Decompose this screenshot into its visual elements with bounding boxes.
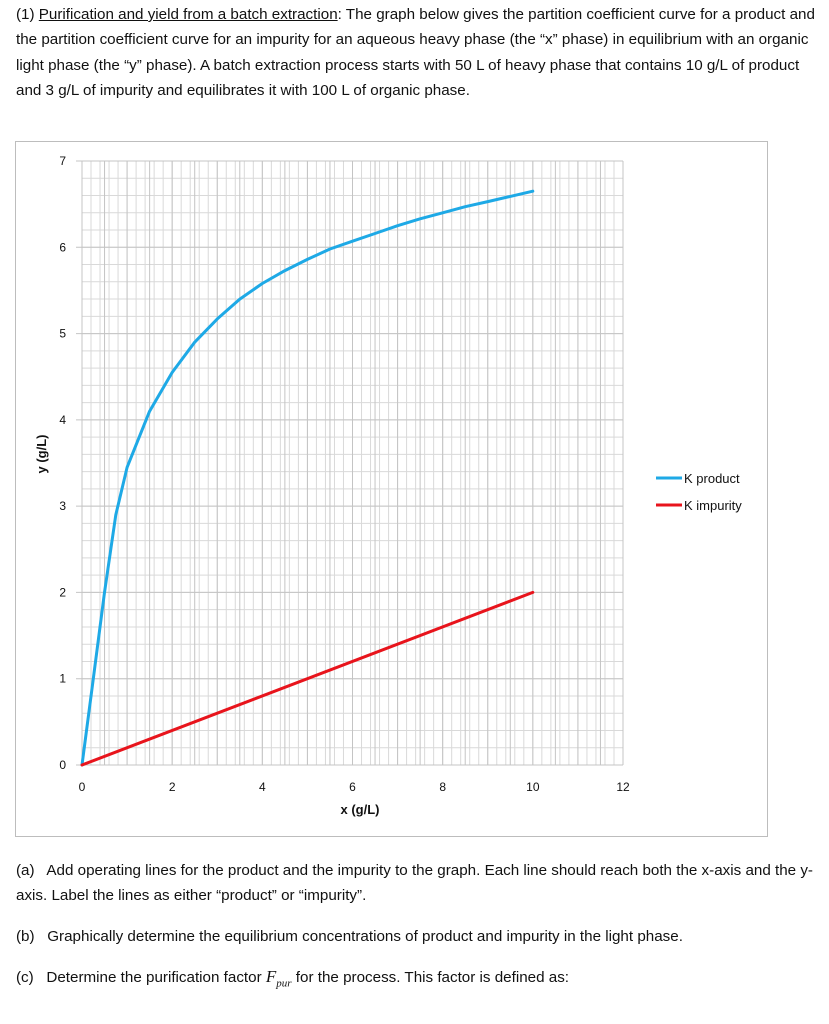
- question-b-label: (b): [16, 928, 35, 945]
- series-line-product: [80, 189, 535, 767]
- series-lines: [80, 189, 535, 767]
- y-tick-label: 6: [59, 240, 66, 254]
- symbol-subscript: pur: [276, 977, 292, 990]
- x-axis-label: x (g/L): [341, 802, 380, 817]
- question-b: (b) Graphically determine the equilibriu…: [16, 924, 816, 949]
- question-b-text: Graphically determine the equilibrium co…: [47, 928, 683, 945]
- question-a-label: (a): [16, 862, 35, 879]
- grid-major: [76, 160, 624, 766]
- legend-label: K impurity: [684, 498, 742, 513]
- problem-statement: (1) Purification and yield from a batch …: [16, 2, 816, 103]
- question-c-label: (c): [16, 969, 34, 986]
- y-axis-label: y (g/L): [34, 435, 49, 474]
- x-tick-labels: 0 2 4 6 8 10 12: [79, 780, 630, 794]
- x-tick-label: 8: [439, 780, 446, 794]
- legend-label: K product: [684, 471, 740, 486]
- symbol-letter: F: [265, 967, 277, 986]
- y-tick-label: 5: [59, 327, 66, 341]
- y-tick-label: 2: [59, 585, 66, 599]
- y-tick-label: 3: [59, 499, 66, 513]
- legend: K product K impurity: [656, 471, 742, 513]
- x-tick-label: 6: [349, 780, 356, 794]
- y-tick-labels: 0 1 2 3 4 5 6 7: [59, 154, 66, 772]
- x-tick-label: 0: [79, 780, 86, 794]
- y-tick-label: 7: [59, 154, 66, 168]
- problem-title: Purification and yield from a batch extr…: [38, 6, 338, 23]
- x-tick-label: 2: [169, 780, 176, 794]
- y-tick-label: 1: [59, 672, 66, 686]
- question-c-text-after: for the process. This factor is defined …: [295, 969, 570, 986]
- x-tick-label: 4: [259, 780, 266, 794]
- question-a-text: Add operating lines for the product and …: [16, 862, 813, 905]
- problem-text: : The graph below gives the partition co…: [16, 6, 815, 99]
- question-a: (a) Add operating lines for the product …: [16, 858, 816, 909]
- y-tick-label: 4: [59, 413, 66, 427]
- y-tick-label: 0: [59, 758, 66, 772]
- question-c: (c) Determine the purification factor Fp…: [16, 964, 816, 997]
- series-line-impurity: [80, 590, 535, 767]
- purification-factor-symbol: Fpur: [265, 967, 292, 990]
- problem-number: (1): [16, 6, 35, 23]
- question-c-text-before: Determine the purification factor: [46, 969, 262, 986]
- x-tick-label: 12: [616, 780, 630, 794]
- x-tick-label: 10: [526, 780, 540, 794]
